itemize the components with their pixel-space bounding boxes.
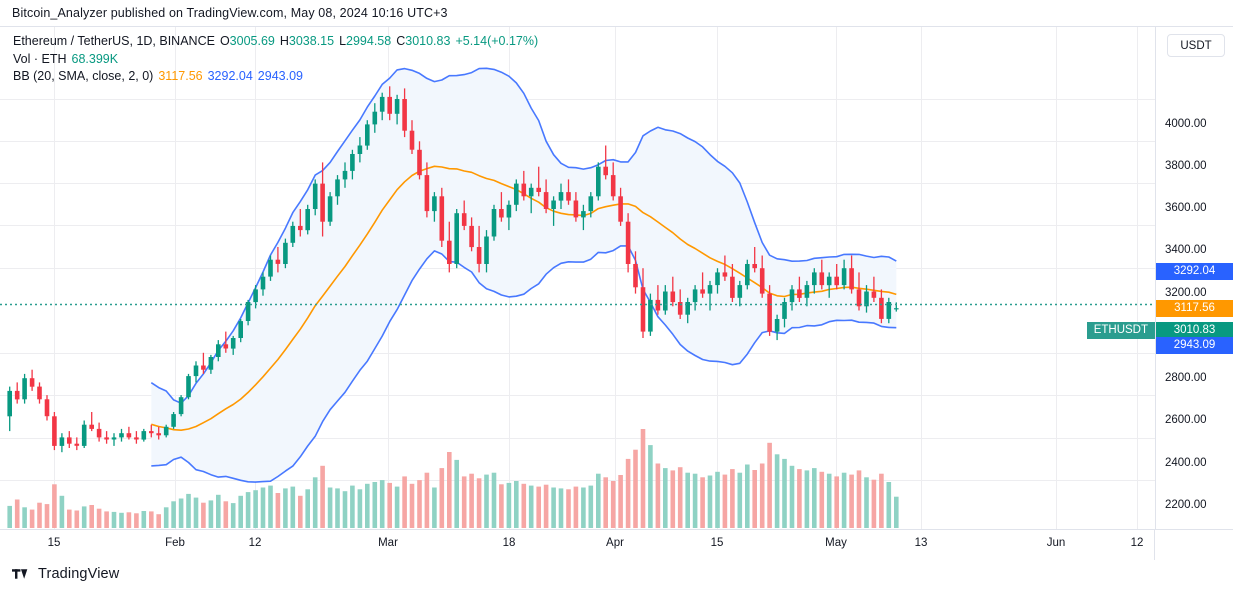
ohlc-open-key: O bbox=[219, 34, 230, 48]
time-tick: Jun bbox=[1046, 537, 1066, 549]
bb-upper-price-label[interactable]: 3292.04 bbox=[1156, 263, 1233, 280]
bb-basis-value: 3117.56 bbox=[158, 69, 203, 83]
price-tick: 3800.00 bbox=[1165, 160, 1207, 172]
time-tick: May bbox=[825, 537, 847, 549]
volume-title: Vol · ETH bbox=[13, 51, 67, 66]
chart-frame: ETHUSDT USDT 4000.00 3800.00 3600.00 3400.0… bbox=[0, 26, 1233, 549]
time-tick: 13 bbox=[914, 537, 928, 549]
legend-volume-row[interactable]: Vol · ETH 68.399K bbox=[13, 51, 538, 69]
price-change-percent: (+0.17%) bbox=[487, 34, 539, 48]
time-tick: 15 bbox=[47, 537, 61, 549]
price-tick: 3200.00 bbox=[1165, 287, 1207, 299]
currency-badge[interactable]: USDT bbox=[1167, 34, 1225, 57]
symbol-price-tag[interactable]: ETHUSDT bbox=[1086, 322, 1155, 339]
bb-upper-value: 3292.04 bbox=[207, 69, 253, 83]
price-tick: 3400.00 bbox=[1165, 244, 1207, 256]
price-tick: 2200.00 bbox=[1165, 499, 1207, 511]
ohlc-high-value: 3038.15 bbox=[288, 34, 335, 48]
price-tick: 3600.00 bbox=[1165, 202, 1207, 214]
time-tick: 12 bbox=[248, 537, 262, 549]
volume-value: 68.399K bbox=[71, 51, 119, 66]
last-price-label[interactable]: 3010.83 bbox=[1156, 322, 1233, 339]
tradingview-logo-icon bbox=[12, 568, 28, 579]
chart-legend: Ethereum / TetherUS, 1D, BINANCE O3005.69… bbox=[13, 33, 538, 86]
ohlc-open-value: 3005.69 bbox=[229, 34, 275, 48]
legend-symbol-row[interactable]: Ethereum / TetherUS, 1D, BINANCE O3005.69… bbox=[13, 33, 538, 51]
time-tick: Mar bbox=[378, 537, 398, 549]
time-tick: 15 bbox=[710, 537, 724, 549]
time-tick: 18 bbox=[502, 537, 516, 549]
tradingview-wordmark: TradingView bbox=[38, 566, 120, 582]
price-tick: 2800.00 bbox=[1165, 372, 1207, 384]
time-tick: 12 bbox=[1130, 537, 1144, 549]
ohlc-low-value: 2994.58 bbox=[346, 34, 392, 48]
ohlc-close-value: 3010.83 bbox=[405, 34, 451, 48]
price-tick: 2600.00 bbox=[1165, 414, 1207, 426]
bb-lower-value: 2943.09 bbox=[257, 69, 303, 83]
time-tick: Feb bbox=[165, 537, 185, 549]
time-axis[interactable]: 15 Feb 12 Mar 18 Apr 15 May 13 Jun 12 bbox=[0, 529, 1233, 560]
tradingview-footer: TradingView bbox=[12, 566, 119, 582]
ohlc-high-key: H bbox=[279, 34, 289, 48]
legend-bb-row[interactable]: BB (20, SMA, close, 2, 0) 3117.56 3292.04 2… bbox=[13, 68, 538, 86]
bb-basis-price-label[interactable]: 3117.56 bbox=[1156, 300, 1233, 317]
ohlc-low-key: L bbox=[339, 34, 347, 48]
price-axis[interactable]: USDT 4000.00 3800.00 3600.00 3400.00 3200.00… bbox=[1155, 27, 1233, 549]
price-tick: 2400.00 bbox=[1165, 457, 1207, 469]
bb-title: BB (20, SMA, close, 2, 0) bbox=[13, 69, 154, 83]
price-change-value: +5.14 bbox=[455, 34, 488, 48]
time-tick: Apr bbox=[606, 537, 624, 549]
chart-plot-area[interactable]: ETHUSDT bbox=[0, 27, 1155, 529]
bb-lower-price-label[interactable]: 2943.09 bbox=[1156, 337, 1233, 354]
chart-canvas bbox=[0, 27, 1155, 529]
ohlc-close-key: C bbox=[396, 34, 406, 48]
attribution-text: Bitcoin_Analyzer published on TradingVie… bbox=[12, 6, 448, 20]
time-axis-separator bbox=[1154, 530, 1155, 560]
legend-symbol-label: Ethereum / TetherUS, 1D, BINANCE bbox=[13, 34, 215, 48]
price-tick: 4000.00 bbox=[1165, 118, 1207, 130]
